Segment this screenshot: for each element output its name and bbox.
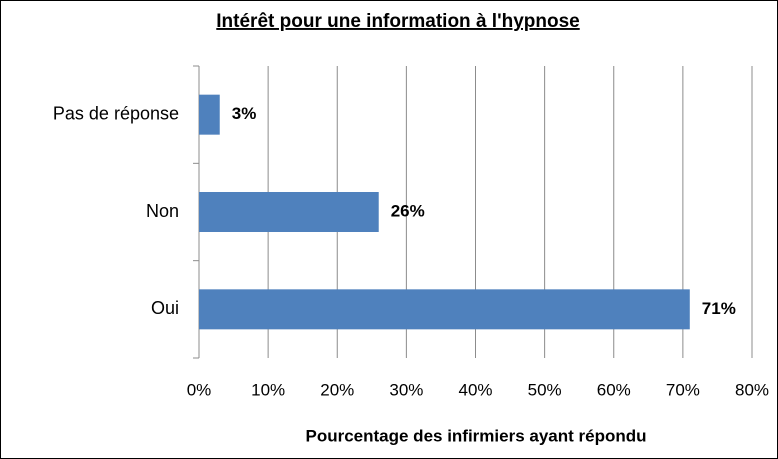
x-axis-label: Pourcentage des infirmiers ayant répondu	[305, 426, 646, 445]
y-tick-label: Pas de réponse	[53, 103, 179, 123]
x-tick-label: 50%	[528, 380, 562, 399]
x-tick-label: 30%	[389, 380, 423, 399]
x-tick-label: 20%	[320, 380, 354, 399]
x-tick-label: 60%	[597, 380, 631, 399]
y-tick-label: Oui	[151, 298, 179, 318]
x-tick-label: 70%	[666, 380, 700, 399]
x-tick-label: 0%	[187, 380, 212, 399]
chart-title: Intérêt pour une information à l'hypnose	[216, 11, 579, 32]
bar	[199, 289, 690, 330]
bar	[199, 94, 220, 135]
value-label: 26%	[391, 201, 425, 220]
x-tick-label: 40%	[458, 380, 492, 399]
value-label: 3%	[232, 104, 257, 123]
x-tick-label: 10%	[251, 380, 285, 399]
x-tick-label: 80%	[735, 380, 769, 399]
y-tick-label: Non	[146, 201, 179, 221]
value-label: 71%	[702, 299, 736, 318]
bar	[199, 192, 379, 232]
